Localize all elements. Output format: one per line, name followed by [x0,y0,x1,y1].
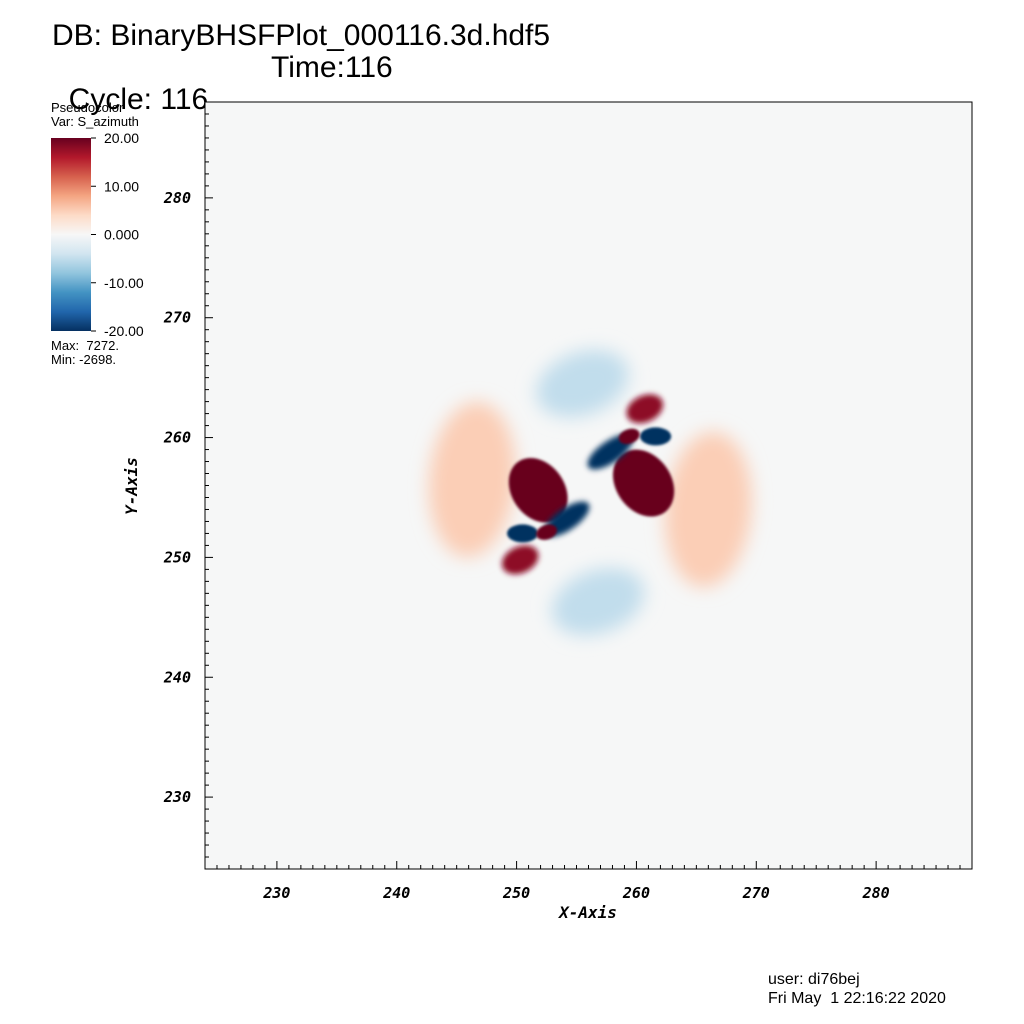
colorbar-tick-label: 10.00 [104,178,139,194]
legend-plot-type: Pseudocolor [51,100,124,115]
negative-lobe [506,524,539,543]
positive-lobe [626,394,664,424]
positive-lobe [508,458,568,523]
positive-lobe [428,401,516,558]
positive-lobe [501,545,539,575]
negative-lobe [640,427,672,446]
x-tick-label: 240 [382,884,410,902]
y-tick-label: 270 [163,309,191,327]
negative-lobe [536,350,629,418]
colorbar-tick-label: -20.00 [104,323,144,339]
negative-lobe [551,568,645,636]
y-tick-label: 240 [163,668,191,686]
y-tick-label: 250 [163,548,191,566]
time-label: Time:116 [271,51,393,84]
colorbar-tick-label: 0.000 [104,227,139,243]
legend-variable: Var: S_azimuth [51,114,139,129]
cycle-time-line: Cycle: 116 Time:116 [52,52,393,148]
x-tick-label: 270 [742,884,770,902]
axes: 230 240 250 260 270 280 230 240 250 260 270 280 [163,113,961,902]
footer-date: Fri May 1 22:16:22 2020 [768,990,946,1007]
positive-lobe [618,428,640,445]
x-tick-label: 230 [262,884,290,902]
colorbar-ticks: 20.00 10.00 0.000 -10.00 -20.00 [91,130,144,339]
y-tick-label: 280 [163,189,191,207]
legend-max: Max: 7272. [51,338,119,353]
positive-lobe [612,449,675,517]
x-axis-label: X-Axis [557,903,617,922]
footer-user: user: di76bej [768,971,860,988]
negative-lobe [587,434,633,470]
positive-lobe [536,524,558,540]
heatmap-field [428,350,752,636]
x-tick-label: 250 [502,884,530,902]
y-tick-label: 260 [163,429,191,447]
cycle-label: Cycle: 116 [68,83,209,116]
legend-min: Min: -2698. [51,352,117,367]
database-title: DB: BinaryBHSFPlot_000116.3d.hdf5 [52,19,551,52]
x-tick-label: 260 [622,884,650,902]
plot-background [205,102,972,869]
y-axis-label: Y-Axis [122,457,141,515]
y-tick-label: 230 [163,788,191,806]
colorbar-tick-label: 20.00 [104,130,139,146]
positive-lobe [664,431,752,588]
colorbar [51,138,91,331]
x-tick-label: 280 [862,884,890,902]
colorbar-tick-label: -10.00 [104,275,144,291]
